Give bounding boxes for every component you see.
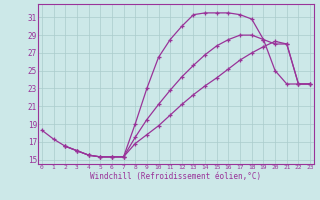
X-axis label: Windchill (Refroidissement éolien,°C): Windchill (Refroidissement éolien,°C) — [91, 172, 261, 181]
